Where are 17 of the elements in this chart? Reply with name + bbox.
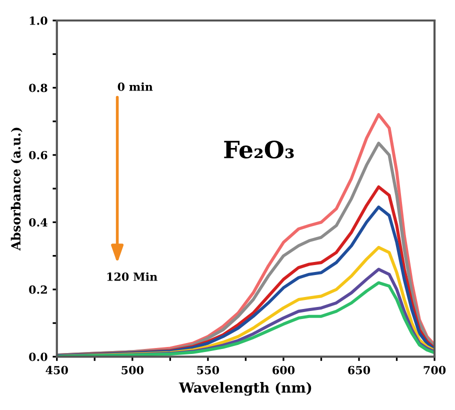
- x-axis-title: Wavelength (nm): [178, 382, 312, 396]
- x-tick-label: 500: [122, 366, 144, 374]
- y-tick-label: 0.4: [29, 218, 48, 227]
- y-tick-label: 0.8: [29, 84, 48, 92]
- y-tick-label: 0.0: [29, 352, 48, 362]
- y-tick-label: 0.6: [29, 150, 48, 160]
- x-tick-label: 450: [46, 366, 68, 374]
- x-tick-label: 600: [272, 366, 295, 374]
- annotation: 0 min: [118, 82, 153, 91]
- x-tick-label: 700: [424, 366, 446, 374]
- y-tick-label: 1.0: [30, 16, 48, 25]
- y-axis-title: Absorbance (a.u.): [10, 128, 22, 251]
- annotation: Fe₂O₃: [224, 140, 294, 158]
- x-tick-label: 550: [197, 366, 220, 374]
- y-tick-label: 0.2: [29, 285, 47, 294]
- x-tick-label: 650: [348, 366, 370, 374]
- annotation: 120 Min: [107, 272, 158, 281]
